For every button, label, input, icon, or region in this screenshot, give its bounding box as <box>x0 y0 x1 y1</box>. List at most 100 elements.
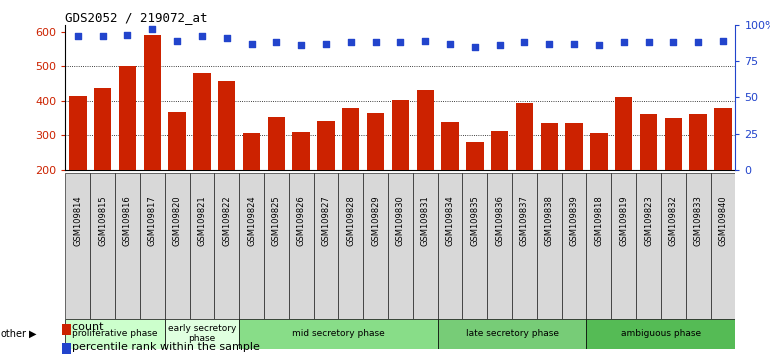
Bar <box>239 173 264 319</box>
Bar <box>143 35 161 170</box>
Text: GSM109838: GSM109838 <box>544 195 554 246</box>
Text: GSM109825: GSM109825 <box>272 195 281 246</box>
Point <box>270 39 283 45</box>
Text: GSM109830: GSM109830 <box>396 195 405 246</box>
Bar <box>342 108 360 170</box>
Bar <box>437 319 587 349</box>
Bar <box>293 132 310 170</box>
Point <box>419 38 431 44</box>
Text: GDS2052 / 219072_at: GDS2052 / 219072_at <box>65 11 208 24</box>
Point <box>618 39 630 45</box>
Text: GSM109826: GSM109826 <box>296 195 306 246</box>
Bar <box>268 117 285 170</box>
Bar <box>665 119 682 170</box>
Point <box>122 32 134 38</box>
Text: GSM109827: GSM109827 <box>321 195 330 246</box>
Text: proliferative phase: proliferative phase <box>72 329 158 338</box>
Bar <box>512 173 537 319</box>
Text: GSM109837: GSM109837 <box>520 195 529 246</box>
Bar <box>140 173 165 319</box>
Bar <box>615 97 632 170</box>
Text: GSM109829: GSM109829 <box>371 195 380 246</box>
Bar <box>491 131 508 170</box>
Bar <box>338 173 363 319</box>
Bar <box>541 122 558 170</box>
Text: GSM109822: GSM109822 <box>223 195 231 246</box>
Point <box>394 39 407 45</box>
Bar <box>715 108 732 170</box>
Bar <box>65 319 165 349</box>
Bar <box>165 319 239 349</box>
Text: GSM109834: GSM109834 <box>446 195 454 246</box>
Point <box>593 42 605 48</box>
Point <box>494 42 506 48</box>
Text: GSM109815: GSM109815 <box>98 195 107 246</box>
Bar <box>611 173 636 319</box>
Bar <box>363 173 388 319</box>
Bar <box>487 173 512 319</box>
Bar <box>661 173 686 319</box>
Point <box>246 41 258 46</box>
Point <box>196 34 208 39</box>
Bar <box>289 173 313 319</box>
Text: late secretory phase: late secretory phase <box>466 329 558 338</box>
Bar <box>214 173 239 319</box>
Bar <box>413 173 437 319</box>
Text: GSM109823: GSM109823 <box>644 195 653 246</box>
Text: ambiguous phase: ambiguous phase <box>621 329 701 338</box>
Point <box>692 39 705 45</box>
Point <box>518 39 531 45</box>
Bar <box>239 319 437 349</box>
Point <box>345 39 357 45</box>
Bar <box>437 173 463 319</box>
Bar <box>463 173 487 319</box>
Text: GSM109814: GSM109814 <box>73 195 82 246</box>
Bar <box>165 173 189 319</box>
Text: GSM109820: GSM109820 <box>172 195 182 246</box>
Bar <box>441 122 459 170</box>
Text: GSM109833: GSM109833 <box>694 195 703 246</box>
Bar <box>392 101 409 170</box>
Point <box>320 41 332 46</box>
Point <box>171 38 183 44</box>
Bar <box>388 173 413 319</box>
Point <box>444 41 456 46</box>
Text: GSM109816: GSM109816 <box>123 195 132 246</box>
Text: GSM109835: GSM109835 <box>470 195 480 246</box>
Text: other: other <box>1 329 27 339</box>
Bar <box>561 173 587 319</box>
Text: GSM109832: GSM109832 <box>669 195 678 246</box>
Text: GSM109818: GSM109818 <box>594 195 604 246</box>
Text: early secretory
phase: early secretory phase <box>168 324 236 343</box>
Bar <box>587 173 611 319</box>
Bar <box>90 173 115 319</box>
Bar <box>516 103 533 170</box>
Bar <box>689 114 707 170</box>
Bar <box>119 65 136 170</box>
Bar <box>69 96 86 170</box>
Bar <box>169 112 186 170</box>
Point <box>667 39 679 45</box>
Bar <box>640 114 657 170</box>
Point <box>295 42 307 48</box>
Bar <box>189 173 214 319</box>
Text: GSM109819: GSM109819 <box>619 195 628 246</box>
Text: ▶: ▶ <box>29 329 37 339</box>
Point <box>370 39 382 45</box>
Bar <box>243 133 260 170</box>
Bar <box>115 173 140 319</box>
Text: GSM109817: GSM109817 <box>148 195 157 246</box>
Point <box>568 41 581 46</box>
Bar <box>94 88 112 170</box>
Bar <box>537 173 561 319</box>
Text: mid secretory phase: mid secretory phase <box>292 329 385 338</box>
Bar <box>590 133 608 170</box>
Text: GSM109824: GSM109824 <box>247 195 256 246</box>
Text: GSM109821: GSM109821 <box>197 195 206 246</box>
Bar <box>587 319 735 349</box>
Bar <box>367 113 384 170</box>
Point <box>469 44 481 49</box>
Text: GSM109828: GSM109828 <box>346 195 355 246</box>
Bar <box>193 73 211 170</box>
Point <box>642 39 654 45</box>
